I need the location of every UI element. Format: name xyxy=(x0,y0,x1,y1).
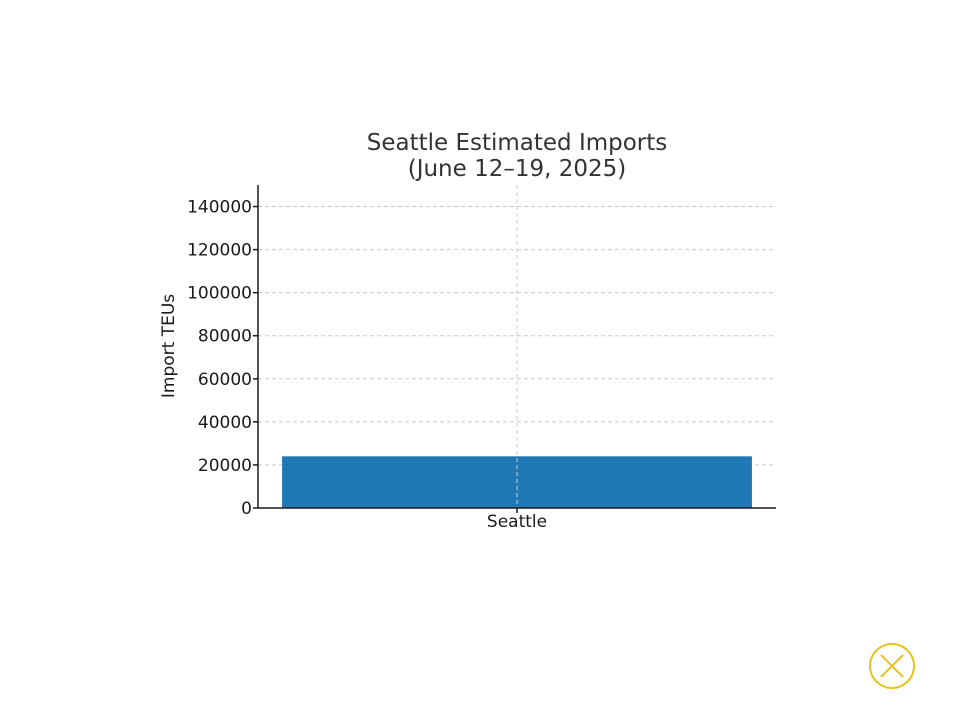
y-tick-label: 140000 xyxy=(187,198,252,218)
y-tick-label: 120000 xyxy=(187,241,252,261)
x-tick-label: Seattle xyxy=(487,512,547,532)
y-tick-label: 80000 xyxy=(198,327,252,347)
tick-labels: 0 20000 40000 60000 80000 100000 120000 140000 S… xyxy=(187,198,547,532)
chart-title-line-1: Seattle Estimated Imports xyxy=(367,130,668,156)
y-tick-label: 0 xyxy=(241,499,252,519)
chart-title-line-2: (June 12–19, 2025) xyxy=(408,156,627,182)
y-tick-label: 40000 xyxy=(198,413,252,433)
bars xyxy=(282,185,752,508)
y-tick-label: 60000 xyxy=(198,370,252,390)
y-axis-label: Import TEUs xyxy=(159,294,179,398)
close-icon[interactable] xyxy=(868,642,916,690)
y-tick-label: 20000 xyxy=(198,456,252,476)
y-tick-label: 100000 xyxy=(187,284,252,304)
